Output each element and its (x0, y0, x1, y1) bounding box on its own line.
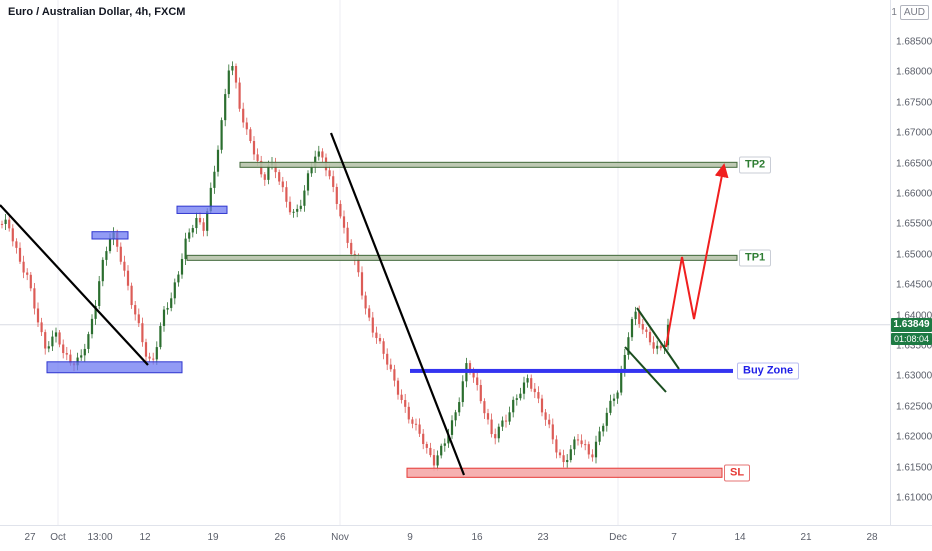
currency-badge[interactable]: AUD (899, 5, 929, 20)
price-tick: 1.64000 (896, 310, 932, 322)
price-tick: 1.65500 (896, 218, 932, 230)
price-tick: 1.66000 (896, 188, 932, 200)
time-tick: Nov (331, 532, 349, 543)
price-tick: 1.68000 (896, 66, 932, 78)
time-tick: 16 (471, 532, 483, 543)
price-tick: 1.65000 (896, 249, 932, 261)
tp2-label[interactable]: TP2 (739, 156, 772, 174)
price-tick: 1.66500 (896, 158, 932, 170)
price-tick: 1.62000 (896, 431, 932, 443)
time-tick: 21 (800, 532, 812, 543)
time-tick: 13:00 (87, 532, 113, 543)
time-tick: 7 (671, 532, 677, 543)
time-tick: 27 (24, 532, 36, 543)
chart-pane[interactable]: Euro / Australian Dollar, 4h, FXCM TP2 T… (0, 0, 890, 525)
unit-prefix: 1 (891, 7, 897, 18)
price-tick: 1.68500 (896, 36, 932, 48)
bar-countdown-badge: 01:08:04 (891, 332, 932, 345)
time-tick: Dec (609, 532, 627, 543)
time-tick: 14 (734, 532, 746, 543)
last-price-badge: 1.63849 (891, 317, 932, 332)
price-tick: 1.63000 (896, 370, 932, 382)
sl-label[interactable]: SL (724, 464, 751, 482)
time-tick: 26 (274, 532, 286, 543)
price-axis-unit[interactable]: 1 AUD (891, 5, 929, 20)
tp1-label[interactable]: TP1 (739, 249, 772, 267)
price-tick: 1.61000 (896, 492, 932, 504)
time-tick: Oct (50, 532, 66, 543)
price-tick: 1.67000 (896, 127, 932, 139)
symbol-title: Euro / Australian Dollar, 4h, FXCM (8, 6, 186, 18)
time-axis[interactable]: 27 Oct 13:00 12 19 26 Nov 9 16 23 Dec 7 14 21 28 (0, 525, 932, 551)
price-tick: 1.67500 (896, 97, 932, 109)
price-tick: 1.62500 (896, 401, 932, 413)
time-tick: 28 (866, 532, 878, 543)
price-axis[interactable]: 1.63849 01:08:04 1.68500 1.68000 1.67500 1.… (890, 0, 932, 525)
time-tick: 19 (207, 532, 219, 543)
price-tick: 1.64500 (896, 279, 932, 291)
time-tick: 23 (537, 532, 549, 543)
buy-zone-label[interactable]: Buy Zone (737, 362, 800, 380)
price-tick: 1.61500 (896, 462, 932, 474)
price-chart-canvas[interactable] (0, 0, 890, 525)
time-tick: 9 (407, 532, 413, 543)
price-tick: 1.63500 (896, 340, 932, 352)
time-tick: 12 (139, 532, 151, 543)
